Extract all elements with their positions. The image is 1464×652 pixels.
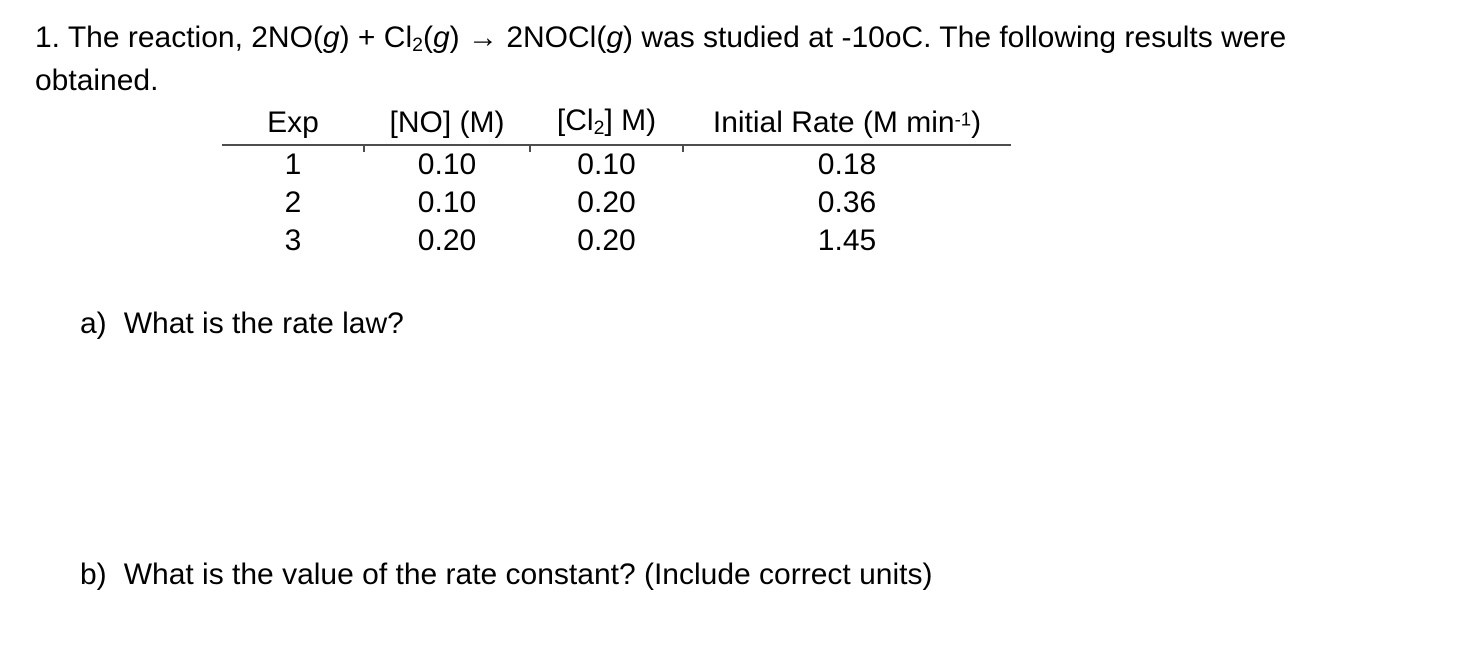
problem-statement: 1. The reaction, 2NO(g) + Cl2(g) → 2NOCl…	[35, 20, 1286, 98]
problem-line-1: 1. The reaction, 2NO(g) + Cl2(g) → 2NOCl…	[35, 20, 1286, 63]
header-initial-rate: Initial Rate (M min-1)	[682, 104, 1011, 152]
header-text: ] M)	[604, 104, 657, 138]
gas-state-symbol: g	[322, 21, 340, 54]
table-row: 2 0.10 0.20 0.36	[222, 184, 1011, 222]
cell-exp: 2	[284, 186, 302, 219]
gas-state-symbol: g	[606, 21, 624, 54]
question-a: a) What is the rate law?	[80, 307, 404, 341]
cell-no: 0.10	[417, 186, 477, 219]
header-text: [Cl	[556, 104, 594, 138]
subscript-2: 2	[593, 117, 605, 139]
problem-text: ) → 2NOCl(	[449, 21, 607, 54]
cell-cl2: 0.10	[577, 148, 636, 181]
cell-rate: 1.45	[817, 224, 877, 257]
header-cl2-concentration: [Cl2] M)	[529, 104, 683, 152]
table-header-row: Exp [NO] (M) [Cl2] M) Initial Rate (M mi…	[222, 104, 1011, 152]
table-row: 3 0.20 0.20 1.45	[222, 222, 1011, 260]
question-a-text: What is the rate law?	[123, 307, 404, 340]
problem-text: ) + Cl	[339, 21, 413, 54]
cell-no: 0.10	[417, 148, 477, 181]
problem-text: (	[422, 21, 433, 54]
problem-line-2: obtained.	[35, 63, 1286, 98]
subscript-2: 2	[412, 33, 423, 56]
cell-exp: 3	[284, 224, 302, 257]
question-b: b) What is the value of the rate constant…	[80, 558, 932, 592]
cell-cl2: 0.20	[577, 224, 636, 257]
question-b-text: What is the value of the rate constant? …	[123, 558, 933, 591]
problem-text: ) was studied at -10oC. The following re…	[623, 21, 1287, 54]
header-exp: Exp	[222, 104, 364, 146]
superscript-minus-1: -1	[954, 108, 972, 130]
header-text: )	[971, 106, 982, 139]
question-a-label: a)	[80, 307, 107, 340]
cell-no: 0.20	[417, 224, 477, 257]
cell-exp: 1	[284, 148, 302, 181]
cell-cl2: 0.20	[577, 186, 636, 219]
cell-rate: 0.18	[817, 148, 877, 181]
cell-rate: 0.36	[817, 186, 877, 219]
header-text: Initial Rate (M min	[712, 106, 955, 139]
table-row: 1 0.10 0.10 0.18	[222, 145, 1011, 184]
gas-state-symbol: g	[432, 21, 450, 54]
header-no-concentration: [NO] (M)	[363, 104, 530, 152]
problem-text: obtained.	[35, 63, 159, 97]
question-b-label: b)	[80, 558, 107, 591]
results-table: Exp [NO] (M) [Cl2] M) Initial Rate (M mi…	[222, 104, 1011, 260]
problem-text: 1. The reaction, 2NO(	[35, 21, 323, 54]
